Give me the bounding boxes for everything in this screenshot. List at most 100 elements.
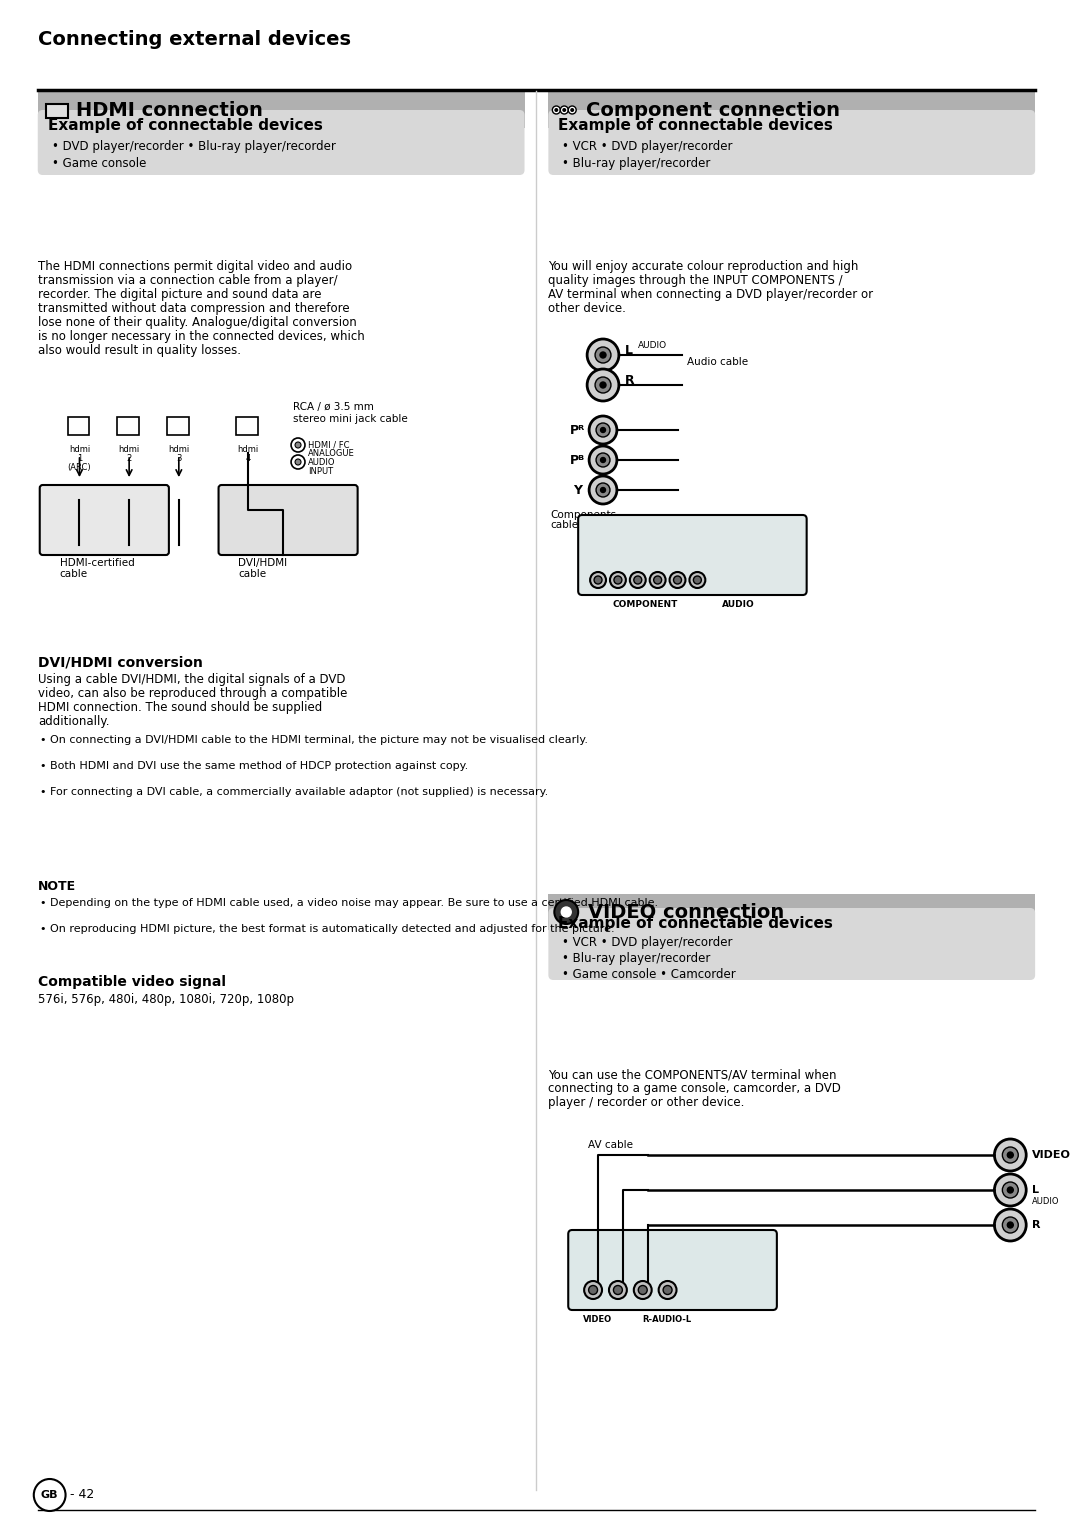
Text: INPUT: INPUT [308,467,333,476]
FancyBboxPatch shape [218,486,357,555]
Circle shape [600,427,606,432]
Circle shape [596,483,610,496]
Text: 4: 4 [246,453,251,463]
Bar [68,417,90,435]
Bar [549,895,1035,930]
Text: • VCR • DVD player/recorder: • VCR • DVD player/recorder [563,936,732,948]
Text: DVI/HDMI conversion: DVI/HDMI conversion [38,656,203,669]
Circle shape [609,1281,626,1299]
Text: connecting to a game console, camcorder, a DVD: connecting to a game console, camcorder,… [549,1082,841,1095]
Text: R: R [1032,1219,1041,1230]
Circle shape [589,1285,597,1295]
Text: Example of connectable devices: Example of connectable devices [558,118,833,133]
Text: lose none of their quality. Analogue/digital conversion: lose none of their quality. Analogue/dig… [38,316,356,329]
Text: The HDMI connections permit digital video and audio: The HDMI connections permit digital vide… [38,260,352,273]
Circle shape [610,571,625,588]
Text: ═: ═ [50,103,58,118]
Text: hdmi: hdmi [168,444,189,453]
Circle shape [600,458,606,463]
Circle shape [595,348,611,363]
Circle shape [693,576,701,584]
Text: stereo mini jack cable: stereo mini jack cable [293,414,408,424]
Text: • Game console • Camcorder: • Game console • Camcorder [563,968,737,980]
Circle shape [1008,1223,1013,1229]
Text: You can use the COMPONENTS/AV terminal when: You can use the COMPONENTS/AV terminal w… [549,1068,837,1082]
Bar [167,417,189,435]
Text: other device.: other device. [549,302,626,316]
Text: hdmi: hdmi [238,444,259,453]
Text: VIDEO: VIDEO [583,1314,612,1324]
Circle shape [638,1285,647,1295]
Text: HDMI-certified: HDMI-certified [59,558,134,568]
Text: HDMI / FC: HDMI / FC [308,440,350,449]
Circle shape [634,1281,651,1299]
Circle shape [589,417,617,444]
Text: Audio cable: Audio cable [688,357,748,368]
Text: • Game console: • Game console [52,156,146,170]
Text: • Blu-ray player/recorder: • Blu-ray player/recorder [563,156,711,170]
Text: AUDIO: AUDIO [638,340,667,349]
Circle shape [995,1138,1026,1170]
FancyBboxPatch shape [40,486,168,555]
FancyBboxPatch shape [549,908,1035,980]
Circle shape [600,487,606,492]
Text: L: L [625,343,633,357]
Circle shape [995,1209,1026,1241]
Circle shape [600,352,606,358]
Text: L: L [1032,1184,1039,1195]
Circle shape [595,377,611,394]
Circle shape [295,460,301,466]
Text: VIDEO: VIDEO [1032,1151,1071,1160]
Circle shape [552,106,561,113]
Text: AV cable: AV cable [589,1140,633,1151]
Circle shape [659,1281,676,1299]
Circle shape [570,107,575,112]
Circle shape [588,339,619,371]
FancyBboxPatch shape [578,515,807,594]
Circle shape [562,907,571,918]
Text: also would result in quality losses.: also would result in quality losses. [38,345,241,357]
Circle shape [689,571,705,588]
Text: Example of connectable devices: Example of connectable devices [48,118,323,133]
Text: video, can also be reproduced through a compatible: video, can also be reproduced through a … [38,686,347,700]
Text: cable: cable [551,519,579,530]
Text: - 42: - 42 [69,1489,94,1501]
Bar [549,92,1035,129]
Circle shape [613,1285,622,1295]
Text: AUDIO: AUDIO [308,458,336,467]
Circle shape [630,571,646,588]
Text: cable: cable [239,568,267,579]
Text: R-AUDIO-L: R-AUDIO-L [643,1314,692,1324]
Text: • VCR • DVD player/recorder: • VCR • DVD player/recorder [563,139,732,153]
Text: AUDIO: AUDIO [1032,1198,1059,1207]
Circle shape [1002,1216,1018,1233]
FancyBboxPatch shape [568,1230,777,1310]
Text: additionally.: additionally. [38,715,109,728]
Text: NOTE: NOTE [38,879,76,893]
Circle shape [563,107,566,112]
Text: hdmi: hdmi [119,444,139,453]
Text: • DVD player/recorder • Blu-ray player/recorder: • DVD player/recorder • Blu-ray player/r… [52,139,336,153]
Text: • For connecting a DVI cable, a commercially available adaptor (not supplied) is: • For connecting a DVI cable, a commerci… [40,787,548,797]
Text: (ARC): (ARC) [68,463,92,472]
Circle shape [600,381,606,388]
Text: • Blu-ray player/recorder: • Blu-ray player/recorder [563,951,711,965]
Text: Component connection: Component connection [586,101,840,119]
Text: player / recorder or other device.: player / recorder or other device. [549,1095,745,1109]
Circle shape [588,369,619,401]
Text: Pᴿ: Pᴿ [569,423,584,437]
Circle shape [1002,1183,1018,1198]
Text: cable: cable [59,568,87,579]
Circle shape [554,107,558,112]
Circle shape [594,576,602,584]
Circle shape [653,576,662,584]
Text: Example of connectable devices: Example of connectable devices [558,916,833,931]
Circle shape [650,571,665,588]
Text: recorder. The digital picture and sound data are: recorder. The digital picture and sound … [38,288,321,300]
Circle shape [596,453,610,467]
Text: transmission via a connection cable from a player/: transmission via a connection cable from… [38,274,337,286]
Text: COMPONENT: COMPONENT [613,601,678,610]
Text: quality images through the INPUT COMPONENTS /: quality images through the INPUT COMPONE… [549,274,843,286]
Circle shape [613,576,622,584]
Circle shape [634,576,642,584]
